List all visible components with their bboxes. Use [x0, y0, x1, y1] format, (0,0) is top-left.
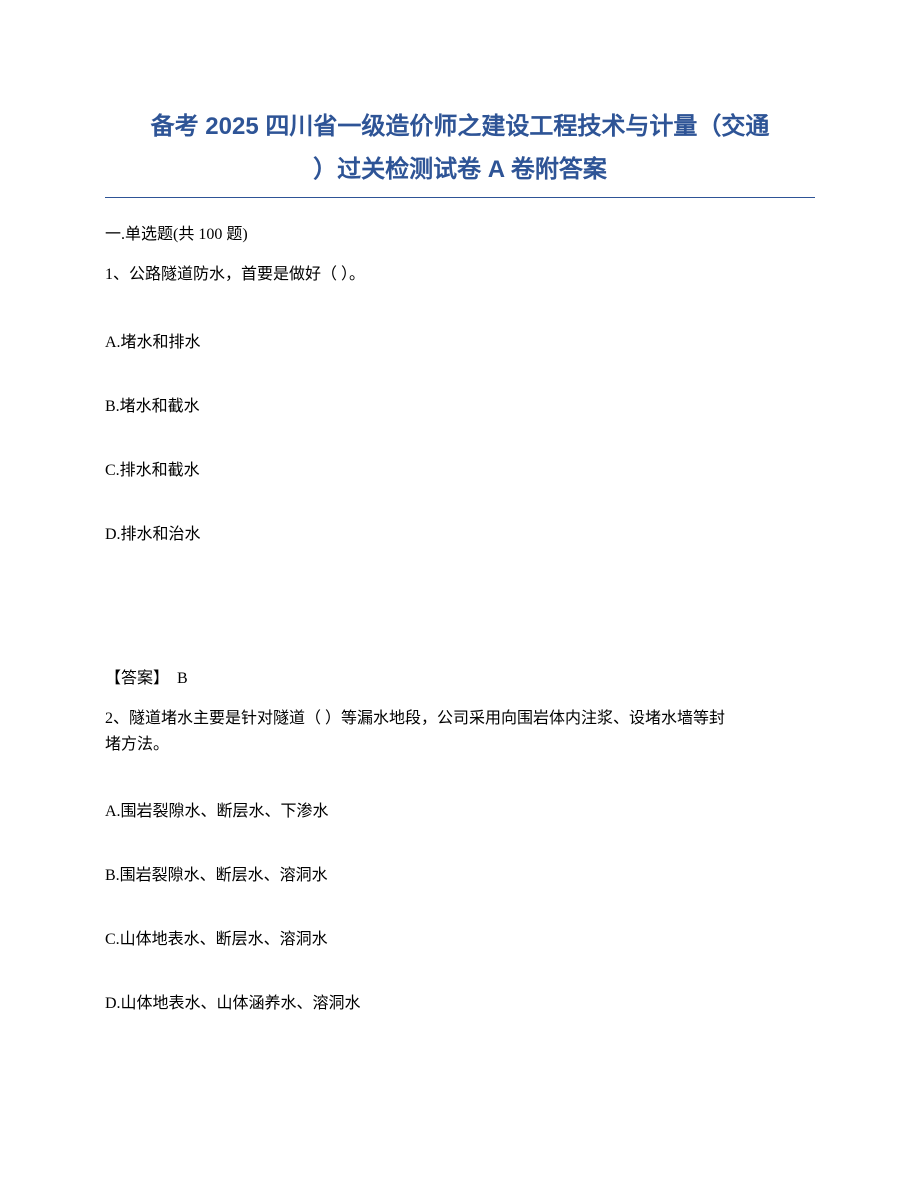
q1-option-b: B.堵水和截水 — [105, 392, 815, 416]
title-line-2: ）过关检测试卷 A 卷附答案 — [313, 156, 607, 183]
page: 备考 2025 四川省一级造价师之建设工程技术与计量（交通 ）过关检测试卷 A … — [0, 0, 920, 1191]
title-underline — [105, 197, 815, 198]
q1-option-d: D.排水和治水 — [105, 520, 815, 544]
answer-value: B — [177, 670, 188, 687]
q2-number: 2、 — [105, 710, 129, 727]
q1-number: 1、 — [105, 266, 129, 283]
q2-stem-line2: 堵方法。 — [105, 736, 169, 753]
q2-option-b: B.围岩裂隙水、断层水、溶洞水 — [105, 861, 815, 885]
q2-option-c: C.山体地表水、断层水、溶洞水 — [105, 925, 815, 949]
q1-stem-text: 公路隧道防水，首要是做好（ ）。 — [129, 266, 365, 283]
q1-option-a: A.堵水和排水 — [105, 328, 815, 352]
section-header: 一.单选题(共 100 题) — [105, 220, 815, 244]
q1-stem: 1、公路隧道防水，首要是做好（ ）。 — [105, 262, 815, 288]
q1-answer: 【答案】 B — [105, 664, 815, 688]
q2-option-d: D.山体地表水、山体涵养水、溶洞水 — [105, 989, 815, 1013]
q2-stem: 2、隧道堵水主要是针对隧道（ ）等漏水地段，公司采用向围岩体内注浆、设堵水墙等封… — [105, 706, 815, 757]
answer-label: 【答案】 — [105, 670, 169, 687]
q2-stem-line1: 隧道堵水主要是针对隧道（ ）等漏水地段，公司采用向围岩体内注浆、设堵水墙等封 — [129, 710, 725, 727]
q2-option-a: A.围岩裂隙水、断层水、下渗水 — [105, 797, 815, 821]
q1-option-c: C.排水和截水 — [105, 456, 815, 480]
document-title: 备考 2025 四川省一级造价师之建设工程技术与计量（交通 ）过关检测试卷 A … — [105, 105, 815, 191]
title-line-1: 备考 2025 四川省一级造价师之建设工程技术与计量（交通 — [151, 113, 770, 140]
